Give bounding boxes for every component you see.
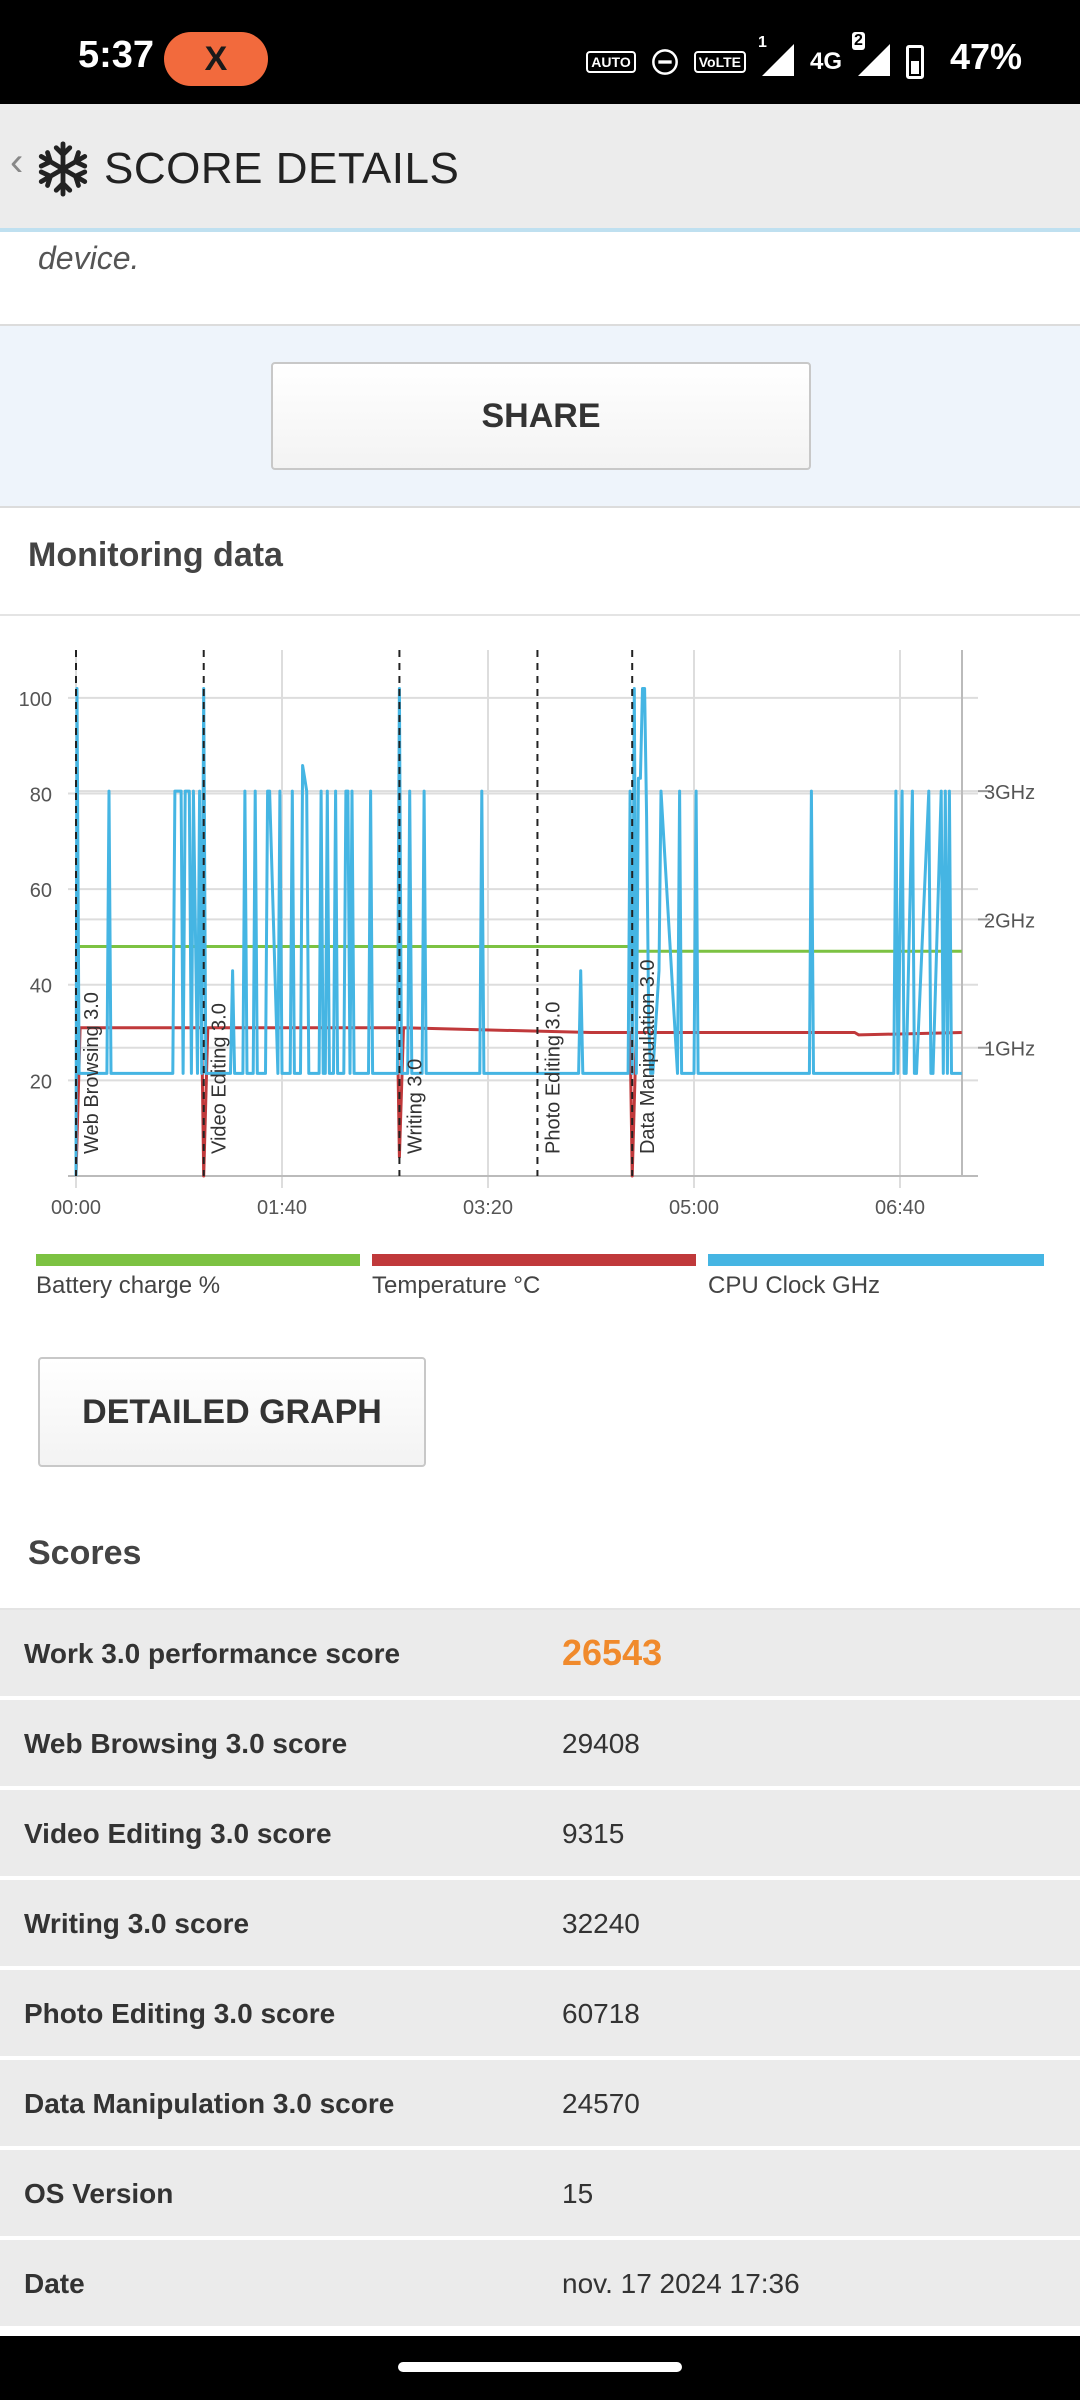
score-label: Data Manipulation 3.0 score <box>24 2088 395 2119</box>
score-row-date: Date nov. 17 2024 17:36 <box>0 2240 1080 2326</box>
score-row-os-version: OS Version 15 <box>0 2150 1080 2236</box>
test-marker-label: Data Manipulation 3.0 <box>637 959 659 1154</box>
back-icon[interactable]: ‹ <box>10 140 24 184</box>
score-row-web-browsing: Web Browsing 3.0 score 29408 <box>0 1700 1080 1786</box>
y-tick-label: 80 <box>30 784 52 806</box>
test-marker-label: Writing 3.0 <box>404 1059 426 1154</box>
legend-cpu: CPU Clock GHz <box>708 1254 1044 1334</box>
y-tick-label: 40 <box>30 976 52 998</box>
score-value: 9315 <box>562 1818 625 1849</box>
test-marker-label: Photo Editing 3.0 <box>542 1002 564 1154</box>
legend-cpu-swatch <box>708 1254 1044 1266</box>
share-area: SHARE <box>0 326 1080 506</box>
score-row-data-manipulation: Data Manipulation 3.0 score 24570 <box>0 2060 1080 2146</box>
dnd-icon <box>651 49 678 75</box>
score-row-work: Work 3.0 performance score 26543 <box>0 1610 1080 1696</box>
test-marker-label: Web Browsing 3.0 <box>81 992 103 1154</box>
scores-title: Scores <box>28 1534 142 1572</box>
snowflake-icon <box>38 141 88 197</box>
volte-icon: VoLTE <box>693 51 746 73</box>
score-value: 15 <box>562 2178 594 2209</box>
score-value: nov. 17 2024 17:36 <box>562 2268 800 2299</box>
score-value: 24570 <box>562 2088 640 2119</box>
score-label: Video Editing 3.0 score <box>24 1818 332 1849</box>
y2-tick-label: 1GHz <box>984 1039 1035 1061</box>
score-label: Web Browsing 3.0 score <box>24 1728 348 1759</box>
legend-battery: Battery charge % <box>36 1254 360 1334</box>
detailed-graph-button[interactable]: DETAILED GRAPH <box>38 1357 426 1467</box>
divider <box>0 614 1080 616</box>
status-icons: AUTO VoLTE 1 4G 2 <box>586 31 924 84</box>
divider <box>0 1608 1080 1610</box>
home-gesture-handle[interactable] <box>398 2362 682 2372</box>
x-tick-label: 00:00 <box>51 1197 101 1219</box>
test-marker-label: Video Editing 3.0 <box>209 1003 231 1154</box>
monitoring-chart: 20 40 60 80 100 1GHz 2GHz 3GHz 00:00 01:40 03:20 05… <box>19 650 1035 1219</box>
auto-hz-icon: AUTO <box>586 51 636 73</box>
legend-temperature: Temperature °C <box>372 1254 696 1334</box>
score-label: Work 3.0 performance score <box>24 1638 401 1669</box>
series-line <box>74 687 962 1177</box>
score-value-main: 26543 <box>562 1632 663 1673</box>
score-label: Writing 3.0 score <box>24 1908 250 1939</box>
sim-2-label: 2 <box>852 31 865 50</box>
sim-1-label: 1 <box>757 33 767 51</box>
score-row-writing: Writing 3.0 score 32240 <box>0 1880 1080 1966</box>
x-tick-label: 03:20 <box>463 1197 513 1219</box>
legend-temperature-swatch <box>372 1254 696 1266</box>
y-tick-label: 100 <box>19 689 52 711</box>
battery-icon <box>906 45 924 79</box>
score-label: Photo Editing 3.0 score <box>24 1998 336 2029</box>
description-text: device. <box>38 240 140 276</box>
y-tick-label: 20 <box>30 1071 52 1093</box>
signal-2-icon: 2 <box>852 31 892 83</box>
y-tick-label: 60 <box>30 880 52 902</box>
score-row-photo-editing: Photo Editing 3.0 score 60718 <box>0 1970 1080 2056</box>
x-tick-label: 01:40 <box>257 1197 307 1219</box>
score-value: 32240 <box>562 1908 640 1939</box>
y2-tick-label: 3GHz <box>984 782 1035 804</box>
legend-temperature-label: Temperature °C <box>372 1272 541 1299</box>
x-tick-label: 06:40 <box>875 1197 925 1219</box>
4g-icon: 4G <box>809 48 842 75</box>
scores-table: Work 3.0 performance score 26543 Web Bro… <box>0 1610 1080 2330</box>
score-value: 60718 <box>562 1998 640 2029</box>
description-card: device. <box>0 232 1080 326</box>
legend-battery-swatch <box>36 1254 360 1266</box>
score-label: OS Version <box>24 2178 174 2209</box>
monitoring-title: Monitoring data <box>28 536 283 574</box>
signal-1-icon: 1 <box>758 34 796 83</box>
share-button[interactable]: SHARE <box>271 362 811 470</box>
navigation-bar <box>0 2336 1080 2400</box>
app-header: ‹ SCORE DETAILS <box>0 104 1080 232</box>
score-row-video-editing: Video Editing 3.0 score 9315 <box>0 1790 1080 1876</box>
status-bar: 5:37 X AUTO VoLTE 1 4G 2 47% <box>0 0 1080 104</box>
clock: 5:37 <box>78 34 155 76</box>
x-tick-label: 05:00 <box>669 1197 719 1219</box>
plot-area <box>76 650 962 1176</box>
score-value: 29408 <box>562 1728 640 1759</box>
battery-percent: 47% <box>949 36 1022 77</box>
x-app-badge: X <box>164 32 268 86</box>
legend-battery-label: Battery charge % <box>36 1272 221 1299</box>
y2-tick-label: 2GHz <box>984 910 1035 932</box>
score-label: Date <box>24 2268 85 2299</box>
page-title: SCORE DETAILS <box>104 144 460 193</box>
legend-cpu-label: CPU Clock GHz <box>708 1272 881 1299</box>
